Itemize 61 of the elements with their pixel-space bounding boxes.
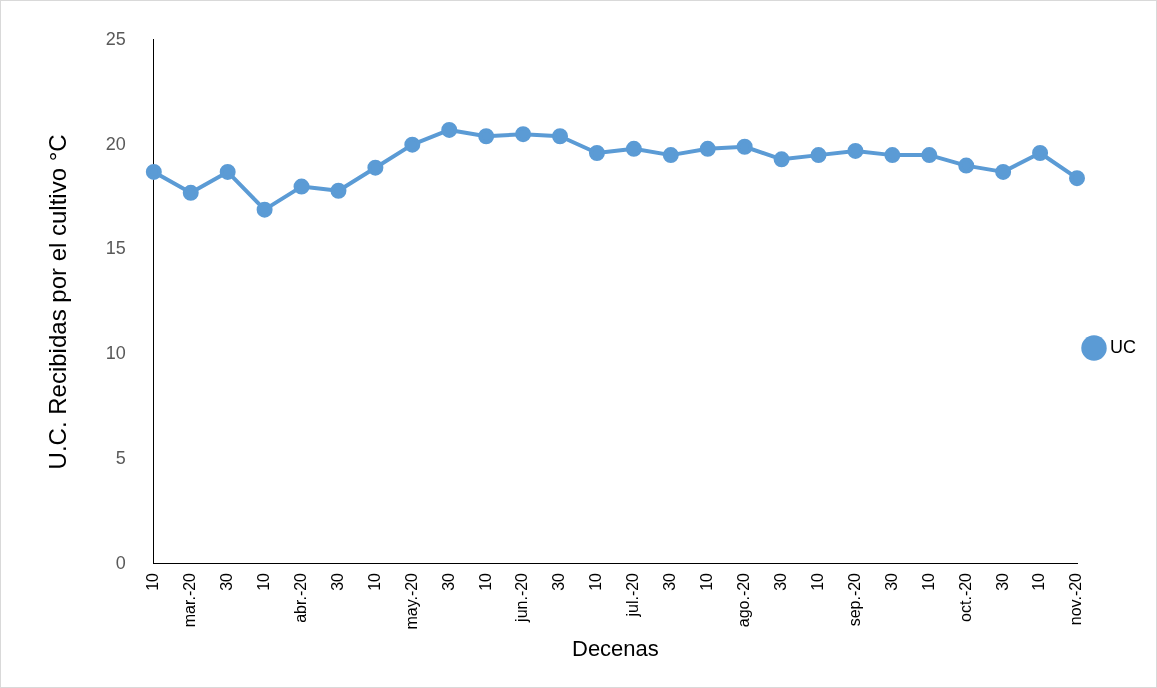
point — [1069, 170, 1085, 187]
x-tick-label: 10 — [808, 572, 826, 591]
point — [921, 147, 938, 164]
x-tick-label: abr.-20 — [291, 572, 309, 623]
point — [256, 201, 273, 218]
point — [847, 142, 864, 159]
point — [330, 182, 347, 199]
x-tick-label: 30 — [882, 572, 900, 591]
x-axis-title: Decenas — [571, 635, 659, 661]
point — [182, 184, 199, 201]
x-tick-label: 10 — [1030, 572, 1048, 591]
x-tick-label: 10 — [365, 572, 383, 591]
point — [810, 147, 827, 164]
x-tick-label: may.-20 — [402, 572, 420, 630]
point — [293, 178, 310, 195]
y-tick-label: 20 — [105, 133, 126, 154]
x-tick-label: 30 — [439, 572, 457, 591]
x-tick-label: 30 — [550, 572, 568, 591]
y-tick-label: 5 — [115, 448, 126, 469]
point — [478, 128, 495, 145]
x-tick-label: ago.-20 — [735, 572, 753, 628]
point — [441, 121, 458, 138]
point — [367, 159, 384, 176]
x-tick-label: sep.-20 — [845, 572, 863, 627]
legend-label: UC — [1110, 336, 1136, 357]
y-tick-label: 0 — [115, 552, 126, 573]
point — [958, 157, 975, 174]
point — [699, 140, 716, 157]
x-tick-label: mar.-20 — [181, 572, 199, 628]
point — [145, 163, 162, 180]
x-tick-label: 30 — [771, 572, 789, 591]
x-tick-label: 10 — [144, 572, 162, 591]
point — [625, 140, 642, 157]
x-tick-label: 10 — [698, 572, 716, 591]
y-tick-label: 15 — [105, 238, 126, 259]
point — [1032, 145, 1049, 162]
point — [404, 136, 421, 153]
point — [552, 128, 569, 145]
point — [736, 138, 753, 155]
x-tick-label: 30 — [218, 572, 236, 591]
point — [884, 147, 901, 164]
x-tick-label: 10 — [476, 572, 494, 591]
x-tick-label: jun.-20 — [513, 572, 531, 623]
x-tick-label: 30 — [661, 572, 679, 591]
point — [995, 163, 1012, 180]
x-tick-label: 30 — [328, 572, 346, 591]
point — [662, 147, 679, 164]
point — [773, 151, 790, 168]
point — [219, 163, 236, 180]
point — [588, 145, 605, 162]
y-tick-label: 25 — [105, 28, 126, 49]
x-tick-label: 10 — [919, 572, 937, 591]
point — [515, 126, 532, 143]
x-tick-label: jul.-20 — [624, 572, 642, 618]
x-tick-label: 10 — [587, 572, 605, 591]
y-tick-label: 10 — [105, 343, 126, 364]
x-tick-label: 30 — [993, 572, 1011, 591]
x-tick-label: nov.-20 — [1067, 572, 1085, 626]
x-tick-label: 10 — [255, 572, 273, 591]
x-tick-label: oct.-20 — [956, 572, 974, 622]
y-axis-title: U.C. Recibidas por el cultivo °C — [44, 134, 72, 470]
